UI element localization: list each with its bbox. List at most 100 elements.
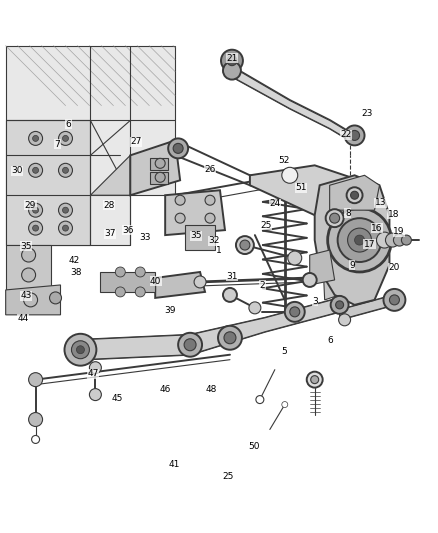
Circle shape xyxy=(350,191,359,199)
Text: 20: 20 xyxy=(388,263,399,272)
Text: 41: 41 xyxy=(169,459,180,469)
Polygon shape xyxy=(6,285,60,315)
Polygon shape xyxy=(6,120,90,245)
Text: 9: 9 xyxy=(349,261,355,270)
Text: 1: 1 xyxy=(216,246,222,255)
Circle shape xyxy=(21,248,35,262)
Polygon shape xyxy=(100,272,155,292)
Circle shape xyxy=(401,235,411,245)
Polygon shape xyxy=(185,225,215,250)
Circle shape xyxy=(89,362,101,374)
Circle shape xyxy=(28,163,42,177)
Polygon shape xyxy=(250,165,360,215)
Circle shape xyxy=(307,372,323,387)
Text: 7: 7 xyxy=(55,140,60,149)
Text: 35: 35 xyxy=(191,231,202,240)
Circle shape xyxy=(223,288,237,302)
Circle shape xyxy=(205,213,215,223)
Circle shape xyxy=(393,234,406,246)
Text: 16: 16 xyxy=(371,224,383,233)
Text: 19: 19 xyxy=(393,228,405,237)
Circle shape xyxy=(64,334,96,366)
Circle shape xyxy=(32,135,39,141)
Text: 6: 6 xyxy=(66,119,71,128)
Circle shape xyxy=(350,131,360,140)
Text: 25: 25 xyxy=(261,221,272,230)
Text: 32: 32 xyxy=(208,237,219,246)
Circle shape xyxy=(326,209,343,227)
Text: 23: 23 xyxy=(362,109,373,118)
Text: 43: 43 xyxy=(20,291,32,300)
Text: 26: 26 xyxy=(205,165,216,174)
Polygon shape xyxy=(320,185,339,300)
Text: 36: 36 xyxy=(123,226,134,235)
Circle shape xyxy=(221,50,243,71)
Text: 39: 39 xyxy=(164,305,176,314)
Circle shape xyxy=(282,167,298,183)
Text: 5: 5 xyxy=(282,347,287,356)
Polygon shape xyxy=(150,172,168,184)
Polygon shape xyxy=(330,175,379,210)
Circle shape xyxy=(59,221,72,235)
Circle shape xyxy=(224,332,236,344)
Circle shape xyxy=(155,172,165,182)
Text: 30: 30 xyxy=(11,166,23,175)
Circle shape xyxy=(384,289,406,311)
Circle shape xyxy=(236,236,254,254)
Circle shape xyxy=(290,307,300,317)
Circle shape xyxy=(63,135,68,141)
Circle shape xyxy=(303,273,317,287)
Text: 8: 8 xyxy=(345,209,351,218)
Text: 40: 40 xyxy=(150,277,161,286)
Text: 42: 42 xyxy=(68,256,80,264)
Polygon shape xyxy=(6,46,175,245)
Circle shape xyxy=(28,221,42,235)
Circle shape xyxy=(63,207,68,213)
Circle shape xyxy=(155,158,165,168)
Circle shape xyxy=(282,401,288,408)
Text: 51: 51 xyxy=(295,183,307,192)
Text: 27: 27 xyxy=(131,137,142,146)
Circle shape xyxy=(385,233,399,247)
Circle shape xyxy=(331,296,349,314)
Circle shape xyxy=(63,225,68,231)
Circle shape xyxy=(175,213,185,223)
Polygon shape xyxy=(155,272,205,298)
Circle shape xyxy=(59,132,72,146)
Text: 18: 18 xyxy=(388,210,399,219)
Circle shape xyxy=(175,195,185,205)
Text: 25: 25 xyxy=(222,472,233,481)
Text: 17: 17 xyxy=(364,240,375,249)
Circle shape xyxy=(355,235,364,245)
Text: 33: 33 xyxy=(139,233,151,242)
Polygon shape xyxy=(90,155,130,195)
Text: 31: 31 xyxy=(226,272,238,280)
Circle shape xyxy=(249,302,261,314)
Circle shape xyxy=(389,295,399,305)
Circle shape xyxy=(32,207,39,213)
Circle shape xyxy=(205,195,215,205)
Circle shape xyxy=(338,218,381,262)
Circle shape xyxy=(348,228,371,252)
Circle shape xyxy=(77,346,85,354)
Text: 38: 38 xyxy=(70,269,81,277)
Text: 46: 46 xyxy=(160,385,171,394)
Circle shape xyxy=(330,213,339,223)
Text: 35: 35 xyxy=(20,242,32,251)
Text: 29: 29 xyxy=(25,201,36,210)
Text: 50: 50 xyxy=(248,441,260,450)
Circle shape xyxy=(178,333,202,357)
Text: 2: 2 xyxy=(260,280,265,289)
Circle shape xyxy=(339,314,350,326)
Text: 47: 47 xyxy=(88,369,99,378)
Circle shape xyxy=(32,167,39,173)
Circle shape xyxy=(63,167,68,173)
Circle shape xyxy=(28,203,42,217)
Polygon shape xyxy=(6,245,50,290)
Circle shape xyxy=(59,203,72,217)
Circle shape xyxy=(311,376,319,384)
Circle shape xyxy=(115,267,125,277)
Circle shape xyxy=(168,139,188,158)
Circle shape xyxy=(49,292,61,304)
Circle shape xyxy=(223,62,241,79)
